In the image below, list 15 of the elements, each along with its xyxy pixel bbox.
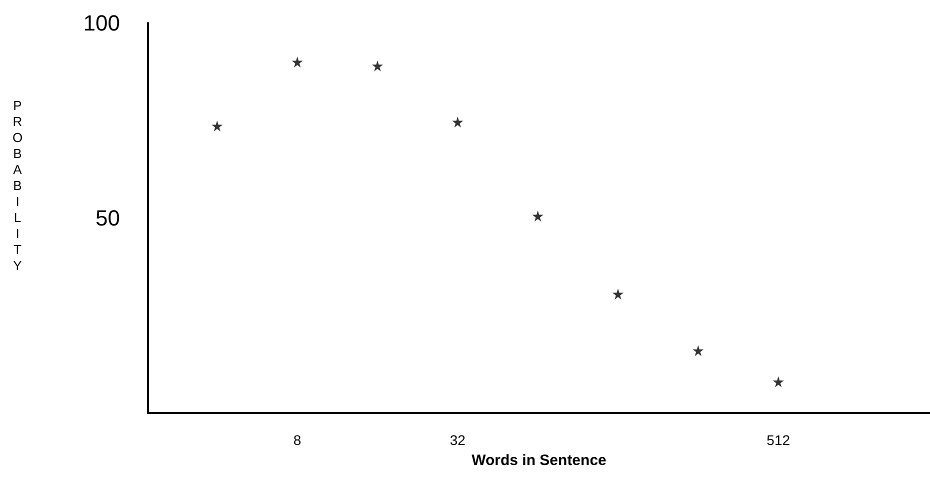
point <box>452 116 464 128</box>
y-axis-title: PROBABILITY <box>10 98 25 274</box>
x-axis-title: Words in Sentence <box>472 452 606 469</box>
point <box>612 288 624 300</box>
point <box>372 60 383 72</box>
point <box>532 210 544 222</box>
point <box>212 120 223 132</box>
x-tick-label: 512 <box>766 432 790 448</box>
point <box>772 376 784 388</box>
y-tick-label: 100 <box>83 10 120 36</box>
x-tick-label: 32 <box>450 432 466 448</box>
y-tick-label: 50 <box>96 206 120 230</box>
point <box>692 345 704 356</box>
x-tick-label: 8 <box>293 432 302 448</box>
point <box>292 56 303 68</box>
